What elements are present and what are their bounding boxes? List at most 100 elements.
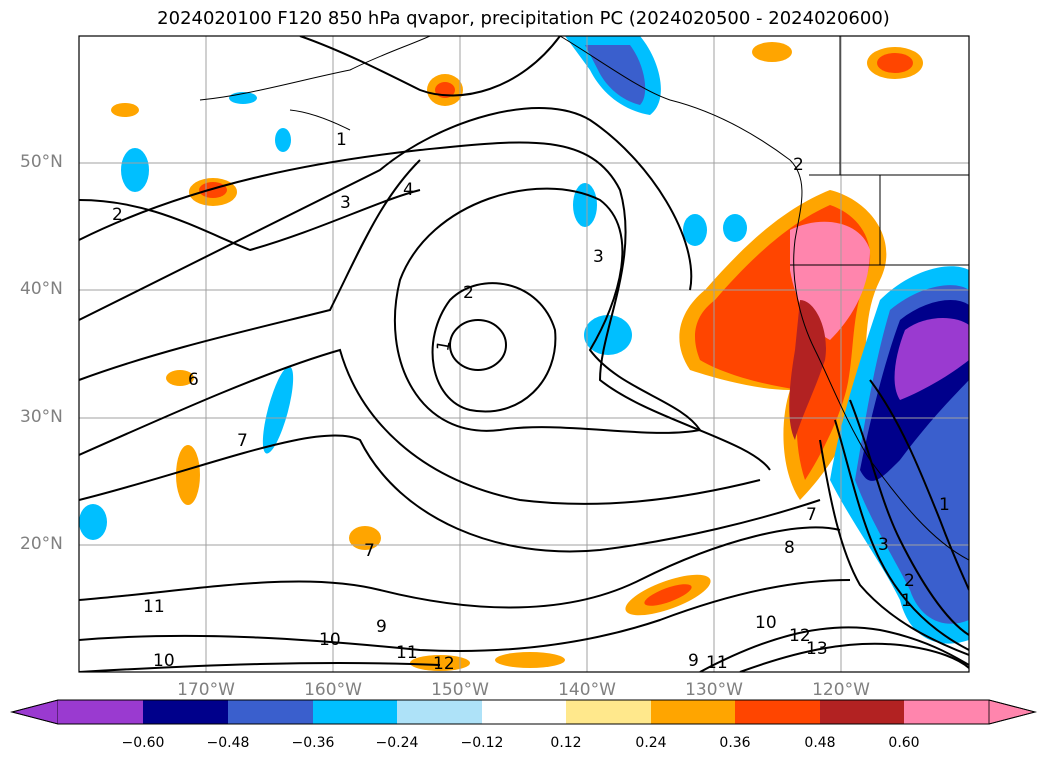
contour-label: 9	[376, 617, 387, 637]
colorbar-tick-label: 0.12	[550, 735, 582, 751]
lon-label: 160°W	[304, 680, 362, 700]
contour-label: 3	[340, 193, 351, 213]
contour-label: 3	[593, 247, 604, 267]
lon-label: 130°W	[685, 680, 743, 700]
precip-positive-area	[349, 526, 381, 550]
contour-label: 2	[463, 283, 474, 303]
lat-label: 50°N	[20, 152, 63, 172]
precip-positive-area	[199, 182, 227, 198]
lat-label: 40°N	[20, 279, 63, 299]
colorbar-tick-label: 0.24	[635, 735, 667, 751]
contour-label: 11	[706, 653, 728, 673]
contour-label: 10	[319, 630, 341, 650]
contour-label: 1	[336, 130, 347, 150]
precip-negative-area	[584, 315, 632, 355]
precip-negative-area	[79, 504, 107, 540]
qvapor-contour	[79, 159, 421, 381]
contour-label: 2	[904, 571, 915, 591]
gridlines	[79, 36, 969, 672]
qvapor-contour	[834, 419, 969, 651]
qvapor-contour	[79, 526, 841, 609]
lat-label: 20°N	[20, 534, 63, 554]
precip-negative-area	[683, 214, 707, 246]
contour-label: 11	[396, 643, 418, 663]
colorbar-tick-label: −0.60	[121, 735, 165, 751]
colorbar-tick-label: −0.36	[291, 735, 335, 751]
precip-positive-area	[644, 584, 692, 606]
precip-positive-area	[166, 370, 194, 386]
colorbar-segment	[228, 700, 313, 724]
qvapor-contour	[449, 319, 507, 371]
qvapor-contour	[869, 379, 969, 591]
qvapor-contour	[79, 661, 441, 672]
qvapor-contour	[79, 348, 761, 505]
precip-positive-area	[877, 53, 913, 73]
qvapor-contour	[393, 187, 702, 434]
precip-positive-area	[410, 655, 470, 671]
qvapor-contour	[299, 36, 561, 97]
contour-label: 10	[153, 651, 175, 671]
colorbar-tick-label: −0.24	[375, 735, 419, 751]
contour-label: 2	[793, 155, 804, 175]
precip-negative-area	[585, 45, 646, 105]
colorbar-tick-label: 0.60	[888, 735, 920, 751]
colorbar-tick-label: −0.12	[460, 735, 504, 751]
precip-negative-area	[573, 183, 597, 227]
colorbar-segment	[397, 700, 482, 724]
contour-label: 3	[878, 535, 889, 555]
contour-label: 10	[755, 613, 777, 633]
colorbar-segment	[651, 700, 735, 724]
contour-label: 2	[112, 205, 123, 225]
contour-label: 12	[789, 626, 811, 646]
lon-label: 140°W	[558, 680, 616, 700]
qvapor-contour	[431, 282, 557, 413]
contour-label: 1	[939, 495, 950, 515]
lat-label: 30°N	[20, 407, 63, 427]
colorbar	[10, 699, 1037, 725]
precip-negative-area	[275, 128, 291, 152]
precip-positive-area	[176, 445, 200, 505]
colorbar-outline	[10, 699, 1037, 725]
precip-positive-area	[111, 103, 139, 117]
colorbar-segment	[143, 700, 228, 724]
qvapor-contour	[849, 399, 969, 636]
lon-label: 170°W	[177, 680, 235, 700]
precip-positive-area	[752, 42, 792, 62]
map-title: 2024020100 F120 850 hPa qvapor, precipit…	[157, 8, 890, 29]
colorbar-segment	[735, 700, 820, 724]
qvapor-contour	[819, 439, 969, 656]
colorbar-segment	[313, 700, 397, 724]
colorbar-segment	[566, 700, 651, 724]
qvapor-contour	[79, 141, 771, 471]
precip-negative-area	[894, 318, 969, 400]
precip-positive-area	[495, 652, 565, 668]
qvapor-contour	[79, 107, 693, 321]
qvapor-contour	[79, 579, 851, 652]
contour-label: 11	[143, 597, 165, 617]
qvapor-contour	[699, 626, 969, 672]
colorbar-segment	[820, 700, 904, 724]
qvapor-contour	[79, 189, 421, 252]
colorbar-tick-label: 0.48	[804, 735, 836, 751]
colorbar-tick-label: 0.36	[719, 735, 751, 751]
contour-labels: 1 2 3 4 1 2 3 6 7 7 7 8 9 10 10 11 11 12…	[112, 130, 950, 674]
contour-label: 4	[403, 180, 414, 200]
contour-label: 1	[901, 591, 912, 611]
contour-label: 7	[364, 541, 375, 561]
colorbar-extend-high	[988, 699, 1037, 725]
contour-label: 6	[188, 370, 199, 390]
contour-label: 12	[433, 654, 455, 674]
contour-label: 13	[806, 639, 828, 659]
contour-label: 7	[806, 505, 817, 525]
precip-positive-area	[789, 300, 826, 440]
precip-negative-area	[262, 366, 294, 454]
map-frame	[78, 35, 970, 673]
qvapor-contour	[739, 642, 969, 672]
contour-label: 1	[433, 339, 455, 353]
qvapor-contours	[79, 36, 969, 672]
lon-label: 120°W	[812, 680, 870, 700]
qvapor-contour	[79, 434, 821, 553]
lon-label: 150°W	[431, 680, 489, 700]
contour-label: 9	[688, 651, 699, 671]
